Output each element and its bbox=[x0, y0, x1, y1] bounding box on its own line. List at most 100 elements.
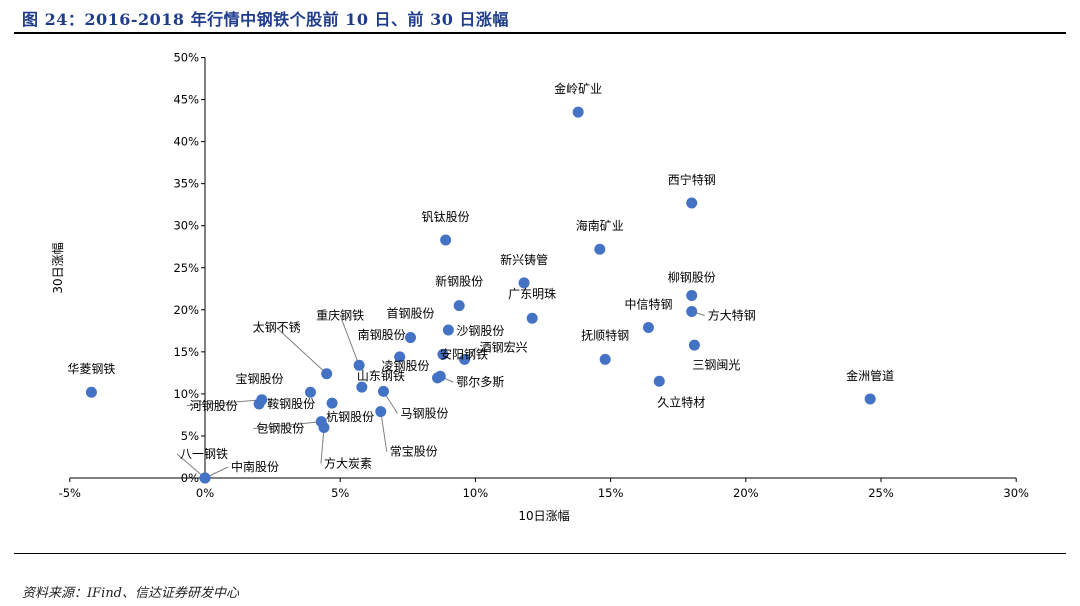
data-label: 新兴铸管 bbox=[500, 252, 548, 267]
x-tick-label: 30% bbox=[1003, 486, 1029, 500]
data-point bbox=[653, 375, 665, 387]
data-label: 杭钢股份 bbox=[326, 409, 374, 424]
data-point bbox=[526, 312, 538, 324]
y-tick-label: 50% bbox=[173, 51, 199, 65]
data-point bbox=[686, 290, 698, 302]
label-leader-line bbox=[186, 399, 262, 407]
data-point bbox=[434, 370, 446, 382]
data-label: 金岭矿业 bbox=[554, 81, 602, 96]
y-axis-ticks: 0% 5% 10% 15% 20% 25% 30% 35% 40% 45% 50% bbox=[173, 51, 205, 485]
x-tick-label: 20% bbox=[733, 486, 759, 500]
x-tick-label: -5% bbox=[59, 486, 81, 500]
data-label: 安阳钢铁 bbox=[440, 346, 488, 361]
data-label: 河钢股份 bbox=[190, 399, 238, 413]
data-label: 重庆钢铁 bbox=[316, 308, 364, 322]
x-tick-label: 5% bbox=[331, 486, 349, 500]
data-label: 鞍钢股份 bbox=[267, 396, 315, 411]
data-label: 包钢股份 bbox=[256, 422, 304, 436]
data-label: 八一钢铁 bbox=[180, 447, 228, 461]
data-label: 太钢不锈 bbox=[253, 320, 301, 335]
x-axis-label: 10日涨幅 bbox=[518, 508, 569, 523]
y-tick-label: 5% bbox=[181, 429, 199, 443]
data-label: 首钢股份 bbox=[386, 307, 434, 321]
label-leader-line bbox=[253, 421, 322, 430]
data-point bbox=[394, 351, 406, 363]
data-label: 钒钛股份 bbox=[422, 209, 470, 224]
data-point bbox=[442, 324, 454, 336]
label-leader-line bbox=[380, 411, 388, 452]
label-leader-line bbox=[176, 453, 206, 479]
data-label: 宝钢股份 bbox=[235, 372, 283, 386]
data-label: 海南矿业 bbox=[576, 218, 624, 233]
top-rule bbox=[14, 32, 1066, 34]
data-point bbox=[321, 368, 333, 380]
label-leader-line bbox=[320, 427, 325, 464]
data-point bbox=[518, 277, 530, 289]
y-axis-label: 30日涨幅 bbox=[50, 242, 65, 293]
data-label: 马钢股份 bbox=[400, 406, 448, 420]
data-point bbox=[688, 339, 700, 351]
data-label: 金洲管道 bbox=[846, 368, 894, 383]
data-point bbox=[453, 300, 465, 312]
axes bbox=[69, 57, 1017, 479]
label-leader-line bbox=[339, 315, 360, 366]
data-point bbox=[437, 348, 449, 360]
data-label: 广东明珠 bbox=[508, 287, 556, 301]
data-label: 西宁特钢 bbox=[668, 172, 716, 187]
data-point bbox=[318, 422, 330, 434]
y-tick-label: 40% bbox=[173, 135, 199, 149]
x-tick-label: 10% bbox=[463, 486, 489, 500]
y-tick-label: 15% bbox=[173, 345, 199, 359]
data-point bbox=[572, 106, 584, 118]
data-point bbox=[599, 353, 611, 365]
data-point bbox=[375, 406, 387, 418]
data-label: 新钢股份 bbox=[435, 274, 483, 289]
data-label: 柳钢股份 bbox=[668, 271, 716, 285]
data-label: 久立特材 bbox=[657, 394, 705, 409]
data-label: 中信特钢 bbox=[624, 296, 672, 311]
data-point bbox=[304, 386, 316, 398]
y-tick-label: 30% bbox=[173, 219, 199, 233]
source-note: 资料来源：IFind、信达证券研发中心 bbox=[22, 586, 240, 601]
data-label: 方大炭素 bbox=[324, 456, 372, 471]
data-point bbox=[353, 359, 365, 371]
x-tick-label: 0% bbox=[196, 486, 214, 500]
y-tick-label: 25% bbox=[173, 261, 199, 275]
figure-title: 图 24：2016-2018 年行情中钢铁个股前 10 日、前 30 日涨幅 bbox=[22, 10, 509, 29]
data-point bbox=[356, 381, 368, 393]
x-tick-label: 15% bbox=[598, 486, 624, 500]
data-point bbox=[199, 472, 211, 484]
data-points bbox=[85, 106, 876, 484]
data-point bbox=[326, 397, 338, 409]
data-label: 抚顺特钢 bbox=[581, 327, 629, 342]
y-tick-label: 20% bbox=[173, 303, 199, 317]
data-point bbox=[686, 197, 698, 209]
data-label: 凌钢股份 bbox=[382, 359, 430, 373]
data-label: 中南股份 bbox=[231, 459, 279, 474]
data-label: 三钢闽光 bbox=[692, 358, 740, 372]
data-label: 华菱钢铁 bbox=[67, 362, 115, 376]
data-label: 酒钢宏兴 bbox=[480, 339, 528, 354]
data-point bbox=[440, 234, 452, 246]
y-tick-label: 10% bbox=[173, 387, 199, 401]
data-point bbox=[642, 321, 654, 333]
data-label: 南钢股份 bbox=[358, 327, 406, 342]
bottom-rule bbox=[14, 553, 1066, 554]
data-point bbox=[377, 385, 389, 397]
data-label: 常宝股份 bbox=[390, 445, 438, 459]
label-leader-lines bbox=[176, 311, 705, 479]
data-point bbox=[405, 332, 417, 344]
data-label: 鄂尔多斯 bbox=[456, 374, 504, 389]
data-point bbox=[864, 393, 876, 405]
data-label: 沙钢股份 bbox=[456, 324, 504, 338]
data-label: 山东钢铁 bbox=[357, 369, 405, 383]
x-axis-ticks: -5% 0% 5% 10% 15% 20% 25% 30% bbox=[59, 478, 1029, 500]
data-point bbox=[686, 305, 698, 317]
data-point bbox=[594, 243, 606, 255]
data-point bbox=[459, 353, 471, 365]
x-tick-label: 25% bbox=[868, 486, 894, 500]
data-label: 方大特钢 bbox=[708, 307, 756, 322]
y-tick-label: 0% bbox=[181, 471, 199, 485]
label-leader-line bbox=[276, 327, 328, 375]
